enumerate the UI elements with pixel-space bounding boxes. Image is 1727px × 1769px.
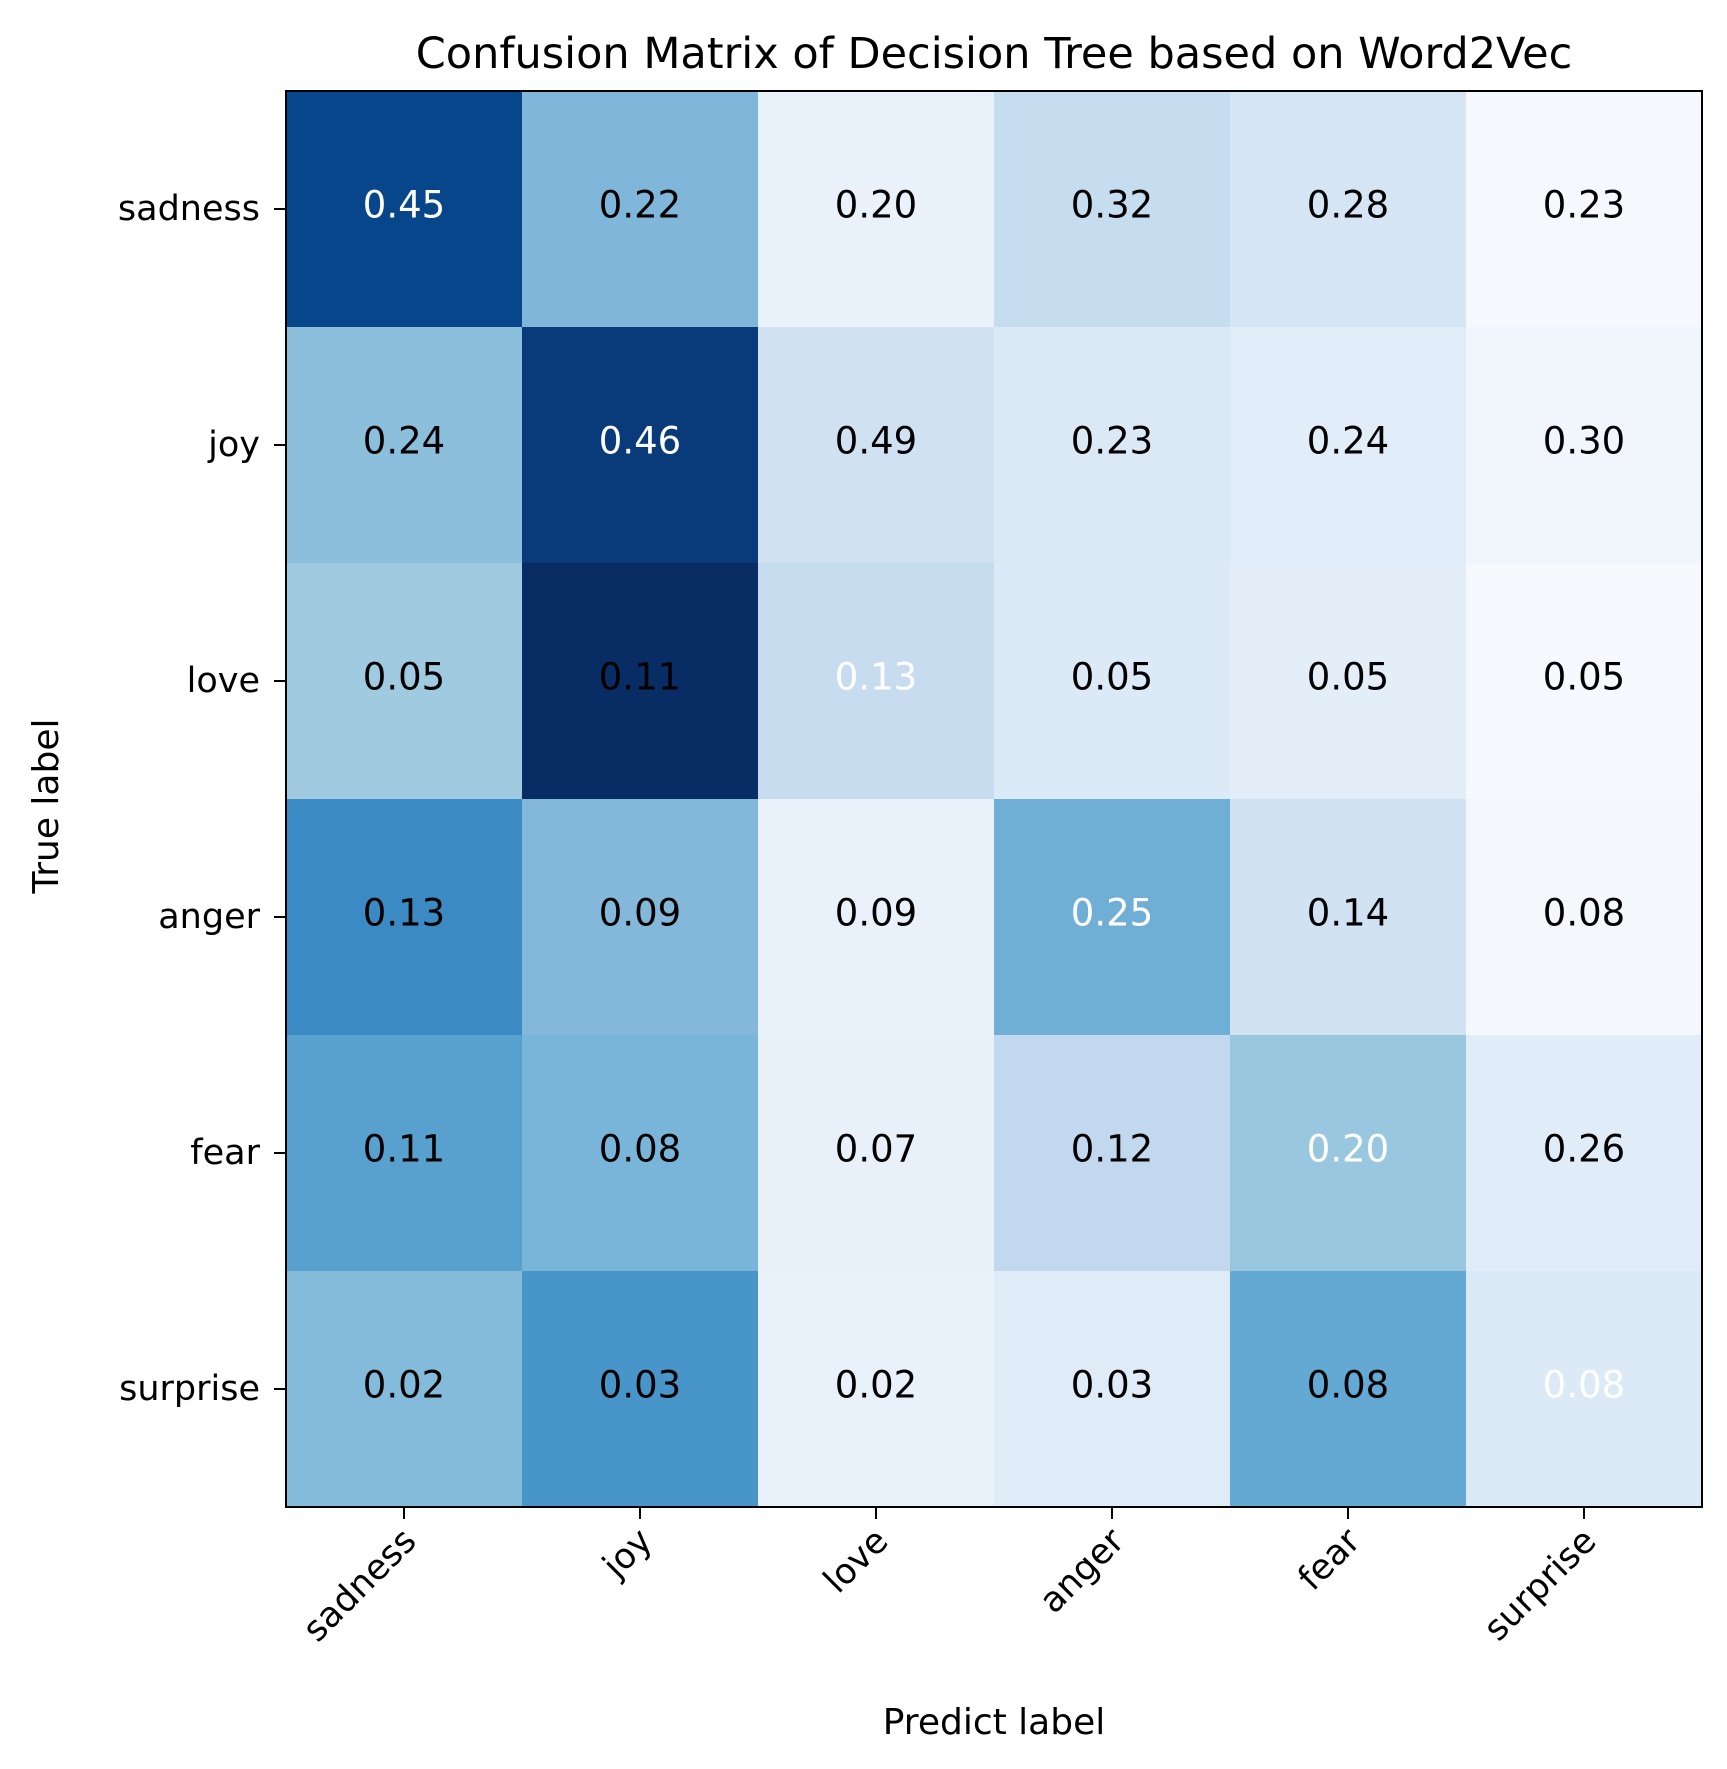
cell-sadness-love bbox=[758, 91, 995, 328]
x-tick-label-love: love bbox=[816, 1521, 896, 1601]
cell-value-fear-fear: 0.20 bbox=[1307, 1128, 1389, 1171]
cell-anger-surprise bbox=[1466, 799, 1703, 1036]
cell-value-joy-anger: 0.23 bbox=[1071, 420, 1153, 463]
chart-title: Confusion Matrix of Decision Tree based … bbox=[416, 29, 1572, 79]
cell-anger-sadness bbox=[286, 799, 523, 1036]
x-tick-label-anger: anger bbox=[1032, 1521, 1133, 1622]
cell-value-surprise-joy: 0.03 bbox=[599, 1364, 681, 1407]
cell-anger-fear bbox=[1230, 799, 1467, 1036]
cell-value-love-sadness: 0.05 bbox=[363, 656, 445, 699]
cell-value-sadness-anger: 0.32 bbox=[1071, 184, 1153, 227]
cell-love-sadness bbox=[286, 563, 523, 800]
cell-value-love-surprise: 0.05 bbox=[1543, 656, 1625, 699]
cell-fear-fear bbox=[1230, 1035, 1467, 1272]
x-axis-label: Predict label bbox=[883, 1702, 1106, 1743]
cell-value-joy-sadness: 0.24 bbox=[363, 420, 445, 463]
cell-love-fear bbox=[1230, 563, 1467, 800]
cell-sadness-anger bbox=[994, 91, 1231, 328]
cell-value-sadness-sadness: 0.45 bbox=[363, 184, 445, 227]
y-axis-label: True label bbox=[26, 719, 67, 895]
cell-fear-anger bbox=[994, 1035, 1231, 1272]
cell-surprise-love bbox=[758, 1271, 995, 1508]
cell-value-anger-surprise: 0.08 bbox=[1543, 892, 1625, 935]
x-tick-label-joy: joy bbox=[595, 1521, 661, 1587]
y-tick-label-love: love bbox=[187, 661, 260, 701]
cell-value-joy-surprise: 0.30 bbox=[1543, 420, 1625, 463]
cell-value-anger-sadness: 0.13 bbox=[363, 892, 445, 935]
plot-frame bbox=[285, 90, 1703, 1508]
cell-value-love-anger: 0.05 bbox=[1071, 656, 1153, 699]
cell-anger-love bbox=[758, 799, 995, 1036]
cell-value-surprise-love: 0.02 bbox=[835, 1364, 917, 1407]
y-tick-label-joy: joy bbox=[207, 425, 260, 465]
cell-value-fear-joy: 0.08 bbox=[599, 1128, 681, 1171]
cell-joy-fear bbox=[1230, 327, 1467, 564]
cell-value-joy-fear: 0.24 bbox=[1307, 420, 1389, 463]
x-tick-label-sadness: sadness bbox=[296, 1521, 425, 1650]
cell-value-surprise-sadness: 0.02 bbox=[363, 1364, 445, 1407]
cell-value-anger-fear: 0.14 bbox=[1307, 892, 1389, 935]
cell-joy-anger bbox=[994, 327, 1231, 564]
cell-value-fear-love: 0.07 bbox=[835, 1128, 917, 1171]
cell-value-fear-sadness: 0.11 bbox=[363, 1128, 445, 1171]
y-axis: sadness joy love anger fear surprise bbox=[118, 189, 286, 1409]
cell-value-sadness-fear: 0.28 bbox=[1307, 184, 1389, 227]
cell-sadness-fear bbox=[1230, 91, 1467, 328]
cell-joy-love bbox=[758, 327, 995, 564]
cell-value-surprise-fear: 0.08 bbox=[1307, 1364, 1389, 1407]
cell-surprise-joy bbox=[522, 1271, 759, 1508]
cell-value-anger-joy: 0.09 bbox=[599, 892, 681, 935]
cell-surprise-fear bbox=[1230, 1271, 1467, 1508]
cell-value-fear-surprise: 0.26 bbox=[1543, 1128, 1625, 1171]
cell-surprise-surprise bbox=[1466, 1271, 1703, 1508]
cell-anger-joy bbox=[522, 799, 759, 1036]
cell-value-love-love: 0.13 bbox=[835, 656, 917, 699]
cell-fear-surprise bbox=[1466, 1035, 1703, 1272]
cell-value-surprise-anger: 0.03 bbox=[1071, 1364, 1153, 1407]
cell-anger-anger bbox=[994, 799, 1231, 1036]
cell-fear-sadness bbox=[286, 1035, 523, 1272]
cell-value-love-joy: 0.11 bbox=[599, 656, 681, 699]
cell-sadness-sadness bbox=[286, 91, 523, 328]
cell-value-sadness-joy: 0.22 bbox=[599, 184, 681, 227]
cell-joy-sadness bbox=[286, 327, 523, 564]
cell-surprise-anger bbox=[994, 1271, 1231, 1508]
x-tick-label-fear: fear bbox=[1291, 1521, 1369, 1599]
y-tick-label-fear: fear bbox=[190, 1133, 260, 1173]
cell-value-joy-love: 0.49 bbox=[835, 420, 917, 463]
cell-fear-love bbox=[758, 1035, 995, 1272]
x-tick-label-surprise: surprise bbox=[1476, 1521, 1604, 1649]
cell-fear-joy bbox=[522, 1035, 759, 1272]
cell-love-love bbox=[758, 563, 995, 800]
cell-value-sadness-surprise: 0.23 bbox=[1543, 184, 1625, 227]
cell-sadness-joy bbox=[522, 91, 759, 328]
heatmap-cells bbox=[286, 91, 1703, 1508]
cell-value-sadness-love: 0.20 bbox=[835, 184, 917, 227]
cell-sadness-surprise bbox=[1466, 91, 1703, 328]
cell-love-surprise bbox=[1466, 563, 1703, 800]
cell-joy-joy bbox=[522, 327, 759, 564]
cell-value-love-fear: 0.05 bbox=[1307, 656, 1389, 699]
cell-value-surprise-surprise: 0.08 bbox=[1543, 1364, 1625, 1407]
cell-joy-surprise bbox=[1466, 327, 1703, 564]
cell-value-anger-anger: 0.25 bbox=[1071, 892, 1153, 935]
cell-value-joy-joy: 0.46 bbox=[599, 420, 681, 463]
cell-love-anger bbox=[994, 563, 1231, 800]
cell-value-anger-love: 0.09 bbox=[835, 892, 917, 935]
cell-love-joy bbox=[522, 563, 759, 800]
x-axis: sadness joy love anger fear surprise bbox=[296, 1507, 1604, 1650]
y-tick-label-sadness: sadness bbox=[118, 189, 260, 229]
cell-values: 0.45 0.22 0.20 0.32 0.28 0.23 0.24 0.46 0.49 0.23… bbox=[363, 184, 1625, 1407]
cell-surprise-sadness bbox=[286, 1271, 523, 1508]
y-tick-label-anger: anger bbox=[158, 897, 260, 937]
cell-value-fear-anger: 0.12 bbox=[1071, 1128, 1153, 1171]
y-tick-label-surprise: surprise bbox=[119, 1369, 260, 1409]
